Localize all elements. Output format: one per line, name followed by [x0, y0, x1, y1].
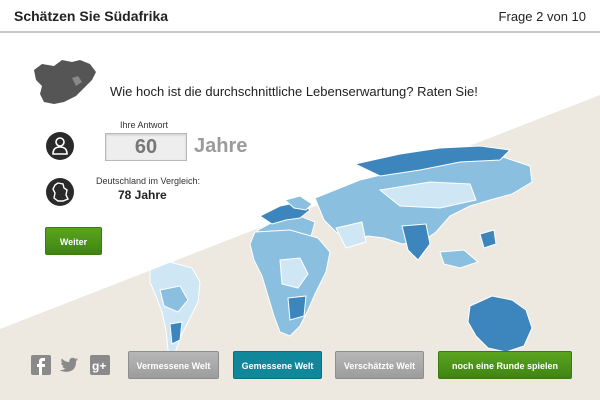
- page-title: Schätzen Sie Südafrika: [14, 8, 169, 24]
- south-africa-map-icon: [34, 60, 96, 104]
- answer-label: Ihre Antwort: [120, 120, 169, 130]
- gemessene-welt-button[interactable]: Gemessene Welt: [233, 351, 322, 379]
- compare-value: 78 Jahre: [118, 188, 167, 202]
- answer-input[interactable]: [105, 133, 187, 161]
- weiter-button[interactable]: Weiter: [45, 227, 102, 255]
- verschaetzte-welt-button[interactable]: Verschätzte Welt: [335, 351, 424, 379]
- vermessene-welt-button[interactable]: Vermessene Welt: [128, 351, 219, 379]
- header-bar: Schätzen Sie Südafrika Frage 2 von 10: [0, 0, 600, 33]
- google-plus-icon[interactable]: g+: [90, 355, 110, 375]
- map-south-america: [149, 261, 201, 364]
- svg-text:g+: g+: [92, 359, 106, 373]
- question-text: Wie hoch ist die durchschnittliche Leben…: [110, 84, 478, 99]
- map-australia: [467, 295, 533, 353]
- person-icon: [46, 132, 74, 160]
- answer-unit: Jahre: [194, 135, 248, 157]
- compare-label: Deutschland im Vergleich:: [96, 176, 201, 186]
- twitter-icon[interactable]: [59, 355, 79, 375]
- new-round-button[interactable]: noch eine Runde spielen: [438, 351, 572, 379]
- question-progress: Frage 2 von 10: [498, 9, 586, 24]
- germany-map-icon: [46, 178, 74, 206]
- facebook-icon[interactable]: [31, 355, 51, 375]
- world-map: [149, 145, 533, 364]
